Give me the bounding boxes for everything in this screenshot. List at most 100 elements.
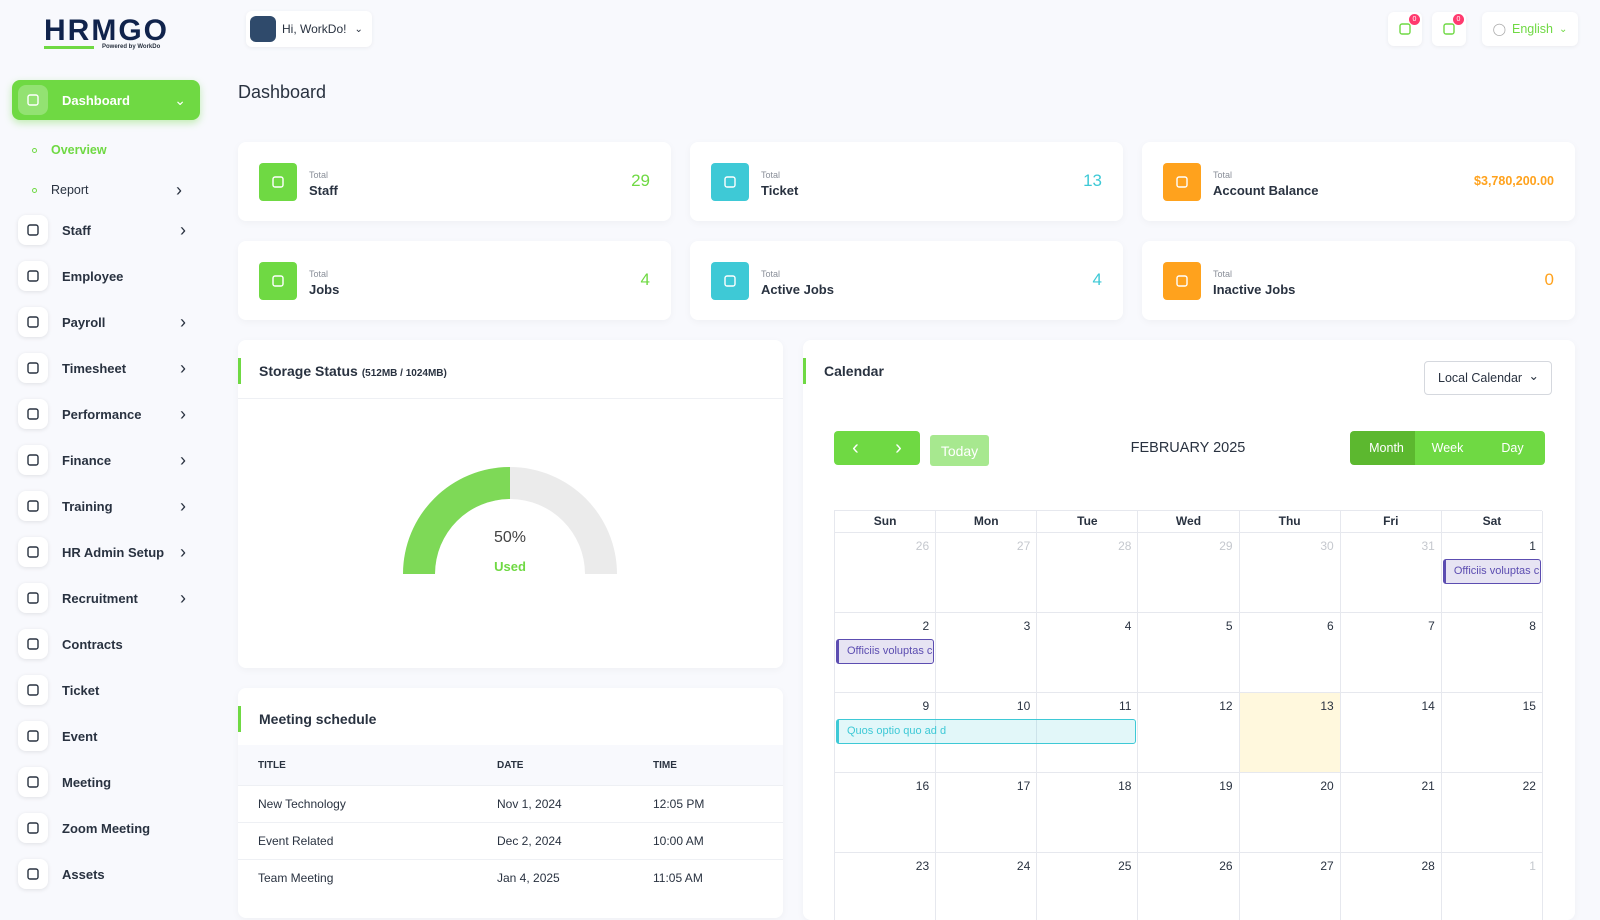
day-cell[interactable]: 28 <box>1037 533 1139 613</box>
day-cell[interactable]: 22 <box>1441 773 1543 853</box>
notification-button[interactable]: 0 <box>1388 12 1422 46</box>
day-cell[interactable]: 27 <box>936 533 1038 613</box>
today-button[interactable]: Today <box>930 435 989 466</box>
day-cell[interactable]: 31 <box>1340 533 1442 613</box>
stat-icon <box>259 163 297 201</box>
calendar-source-select[interactable]: Local Calendar ⌄ <box>1424 361 1552 395</box>
day-cell[interactable]: 5 <box>1138 613 1240 693</box>
menu-icon <box>18 767 48 797</box>
day-cell[interactable]: 29 <box>1138 533 1240 613</box>
day-cell[interactable]: 21 <box>1340 773 1442 853</box>
day-cell[interactable]: 26 <box>1138 853 1240 920</box>
menu-item[interactable]: Performance › <box>12 394 200 434</box>
menu-icon <box>18 675 48 705</box>
menu-item[interactable]: Recruitment › <box>12 578 200 618</box>
menu-item[interactable]: Contracts <box>12 624 200 664</box>
calendar-event[interactable]: Officiis voluptas c <box>836 639 935 664</box>
day-cell[interactable]: 9 <box>835 693 937 773</box>
day-cell[interactable]: 25 <box>1037 853 1139 920</box>
day-cell[interactable]: 14 <box>1340 693 1442 773</box>
day-cell[interactable]: 17 <box>936 773 1038 853</box>
day-cell[interactable]: 28 <box>1341 853 1442 920</box>
calendar-event[interactable]: Quos optio quo ad d <box>836 719 1137 744</box>
day-cell[interactable]: 11 <box>1037 693 1139 773</box>
day-cell[interactable]: 24 <box>936 853 1038 920</box>
menu-item[interactable]: Training › <box>12 486 200 526</box>
day-cell[interactable]: 15 <box>1441 693 1543 773</box>
next-button[interactable]: › <box>895 436 902 459</box>
notification-button[interactable]: 0 <box>1432 12 1466 46</box>
menu-item[interactable]: Assets <box>12 854 200 894</box>
submenu-item[interactable]: Report › <box>12 170 200 210</box>
prev-button[interactable]: ‹ <box>852 436 859 459</box>
day-cell[interactable]: 19 <box>1138 773 1240 853</box>
stat-label: Inactive Jobs <box>1213 282 1296 297</box>
menu-item[interactable]: Employee <box>12 256 200 296</box>
day-cell[interactable]: 16 <box>835 773 937 853</box>
dropdown-arrow: ⌄ <box>1559 23 1568 35</box>
menu-label: Performance <box>62 406 142 422</box>
stat-card: Total Staff 29 <box>238 142 671 221</box>
header-actions: 0 0 ◯ English ⌄ <box>1388 12 1578 46</box>
storage-card: Storage Status (512MB / 1024MB) 50% Used <box>238 340 783 668</box>
day-cell[interactable]: 6 <box>1239 613 1341 693</box>
menu-item[interactable]: Payroll › <box>12 302 200 342</box>
day-cell[interactable]: 8 <box>1441 613 1543 693</box>
view-button[interactable]: Day <box>1480 431 1545 465</box>
menu-item[interactable]: HR Admin Setup › <box>12 532 200 572</box>
day-cell[interactable]: 18 <box>1037 773 1139 853</box>
view-button[interactable]: Week <box>1415 431 1480 465</box>
table-cell: Nov 1, 2024 <box>497 797 562 811</box>
menu-item[interactable]: Dashboard ⌄ <box>12 80 200 120</box>
column-header: DATE <box>497 760 524 771</box>
day-cell[interactable]: 20 <box>1239 773 1341 853</box>
language-select[interactable]: ◯ English ⌄ <box>1482 12 1578 46</box>
menu-item[interactable]: Zoom Meeting <box>12 808 200 848</box>
dropdown-arrow: ⌄ <box>1528 369 1539 383</box>
app: HRMGO Powered by WorkDo Dashboard ⌄ Overvi… <box>12 11 1578 920</box>
brand: HRMGO Powered by WorkDo <box>44 14 169 50</box>
notification-badge: 0 <box>1409 14 1420 25</box>
menu-label: Meeting <box>62 774 112 790</box>
column-header: TIME <box>653 760 677 771</box>
table-cell: 10:00 AM <box>653 834 704 848</box>
gauge-label: 50% <box>494 529 526 546</box>
menu-item[interactable]: Event <box>12 716 200 756</box>
stat-card: Total Inactive Jobs 0 <box>1142 241 1575 320</box>
submenu-item[interactable]: Overview <box>12 130 200 170</box>
menu-item[interactable]: Ticket <box>12 670 200 710</box>
view-button[interactable]: Month <box>1350 431 1423 465</box>
menu-label: HR Admin Setup <box>62 544 165 560</box>
weekday-header: Sun <box>835 511 937 533</box>
user-menu[interactable]: Hi, WorkDo! ⌄ <box>246 11 372 47</box>
menu-item[interactable]: Staff › <box>12 210 200 250</box>
stat-icon <box>1163 262 1201 300</box>
day-cell[interactable]: 1 <box>1441 533 1543 613</box>
day-cell[interactable]: 13 <box>1239 693 1341 773</box>
submenu-label: Overview <box>51 143 107 157</box>
weekday-header: Fri <box>1340 511 1442 533</box>
stat-caption: Total <box>309 269 329 279</box>
day-cell[interactable]: 3 <box>936 613 1038 693</box>
menu-icon <box>18 399 48 429</box>
menu-item[interactable]: Timesheet › <box>12 348 200 388</box>
chevron: › <box>180 403 186 424</box>
day-cell[interactable]: 23 <box>835 853 937 920</box>
calendar-event[interactable]: Officiis voluptas c <box>1442 559 1541 584</box>
day-cell[interactable]: 30 <box>1239 533 1341 613</box>
day-cell[interactable]: 2 <box>835 613 937 693</box>
day-cell[interactable]: 1 <box>1442 853 1543 920</box>
day-cell[interactable]: 4 <box>1037 613 1139 693</box>
stat-label: Active Jobs <box>761 282 834 297</box>
menu-item[interactable]: Meeting <box>12 762 200 802</box>
notification-badge: 0 <box>1453 14 1464 25</box>
day-cell[interactable]: 26 <box>835 533 937 613</box>
day-cell[interactable]: 7 <box>1340 613 1442 693</box>
logo-underline <box>44 46 94 49</box>
day-cell[interactable]: 12 <box>1138 693 1240 773</box>
day-cell[interactable]: 27 <box>1240 853 1341 920</box>
chevron: › <box>176 179 182 200</box>
menu-item[interactable]: Finance › <box>12 440 200 480</box>
day-cell[interactable]: 10 <box>936 693 1038 773</box>
storage-title: Storage Status <box>259 363 358 379</box>
